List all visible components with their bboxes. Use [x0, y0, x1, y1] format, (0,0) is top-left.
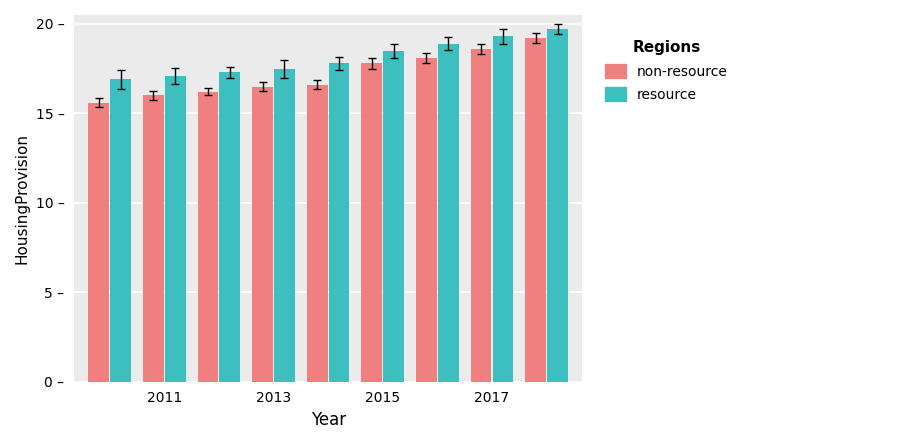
- Bar: [220, 72, 241, 382]
- Bar: [493, 36, 513, 382]
- Bar: [416, 58, 436, 382]
- X-axis label: Year: Year: [311, 411, 345, 429]
- Bar: [307, 85, 328, 382]
- Bar: [165, 76, 186, 382]
- Bar: [143, 95, 164, 382]
- Bar: [88, 103, 109, 382]
- Bar: [384, 51, 404, 382]
- Bar: [274, 69, 295, 382]
- Bar: [438, 44, 458, 382]
- Y-axis label: HousingProvision: HousingProvision: [15, 133, 30, 264]
- Bar: [252, 87, 273, 382]
- Bar: [471, 49, 491, 382]
- Bar: [362, 63, 383, 382]
- Bar: [110, 79, 131, 382]
- Bar: [198, 92, 219, 382]
- Bar: [329, 63, 350, 382]
- Bar: [548, 29, 568, 382]
- Bar: [526, 38, 546, 382]
- Legend: non-resource, resource: non-resource, resource: [594, 29, 739, 113]
